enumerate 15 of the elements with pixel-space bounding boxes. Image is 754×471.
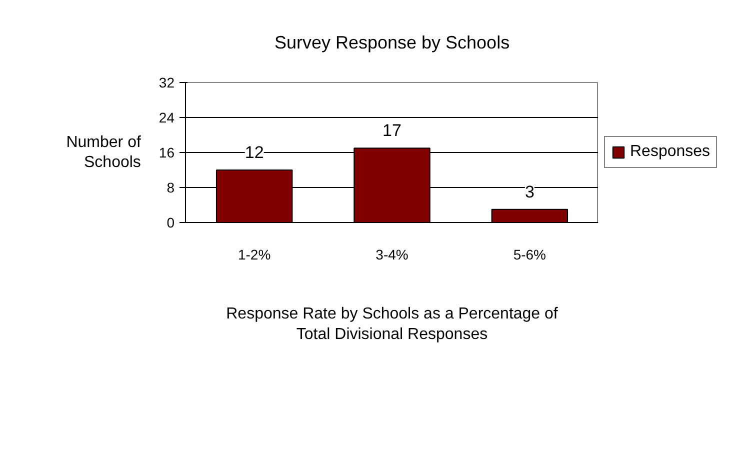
y-tick-label: 0 xyxy=(166,214,175,230)
x-tick-label: 5-6% xyxy=(513,246,546,262)
data-label: 17 xyxy=(382,121,402,140)
x-tick-label: 3-4% xyxy=(376,246,408,262)
chart-title: Survey Response by Schools xyxy=(274,32,510,52)
y-tick-label: 8 xyxy=(166,180,175,196)
x-tick-label: 1-2% xyxy=(238,246,271,262)
y-axis-title: Number of Schools xyxy=(66,134,142,172)
x-axis-title: Response Rate by Schools as a Percentage of Total Divisional Responses xyxy=(226,306,558,343)
y-tick-label: 16 xyxy=(158,144,175,160)
y-tick-label: 32 xyxy=(158,74,175,90)
data-label: 3 xyxy=(524,182,534,202)
legend-label: Responses xyxy=(630,143,710,161)
data-label: 12 xyxy=(244,143,264,162)
y-tick-label: 24 xyxy=(158,110,175,126)
